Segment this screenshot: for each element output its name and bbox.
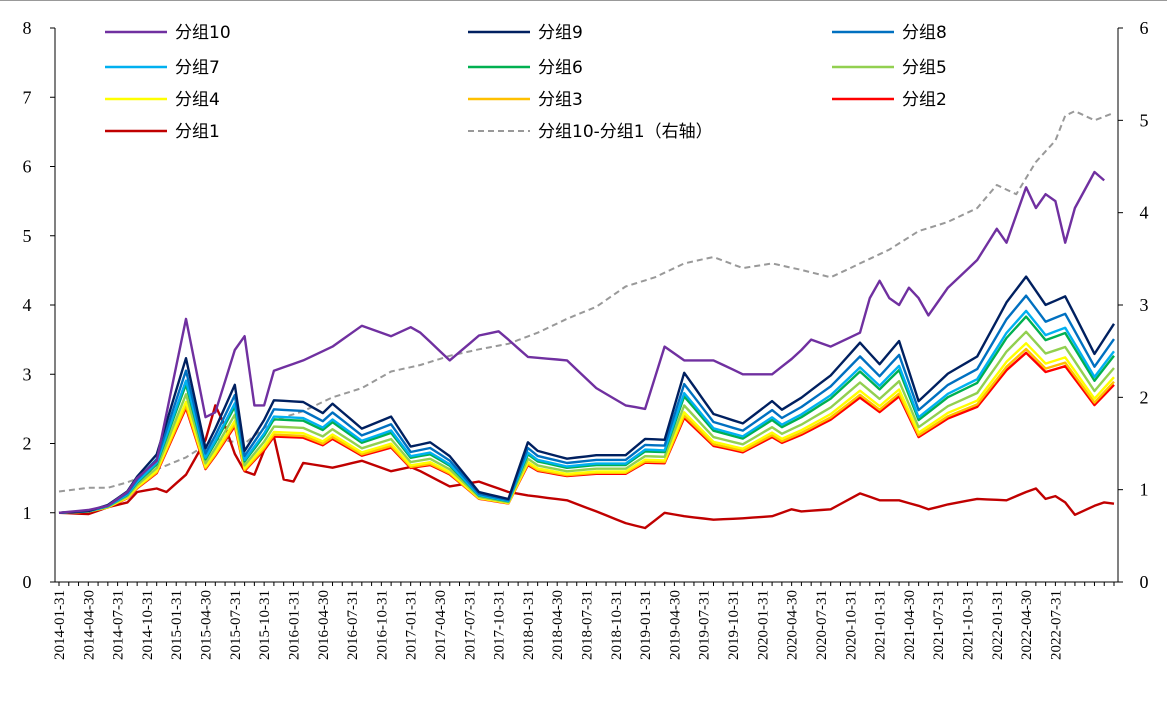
right-tick-label-1: 1 [1140, 480, 1149, 500]
x-tick-label-2018-04-30: 2018-04-30 [550, 590, 566, 660]
legend-label-分组10: 分组10 [175, 23, 231, 43]
x-tick-label-2020-01-31: 2020-01-31 [755, 590, 771, 660]
legend: 分组10 分组9 分组8 分组7 分组6 分组5 分组4 分组3 分组2 分组1 分组10-分组1（… [105, 23, 947, 142]
left-axis-ticks: 0 1 2 3 4 5 6 7 8 [23, 18, 55, 592]
x-tick-label-2017-10-31: 2017-10-31 [492, 590, 508, 660]
left-tick-label-4: 4 [23, 295, 32, 315]
right-tick-label-3: 3 [1140, 295, 1149, 315]
right-tick-label-4: 4 [1140, 203, 1149, 223]
left-tick-label-5: 5 [23, 226, 32, 246]
legend-label-分组10-分组1-右轴: 分组10-分组1（右轴） [538, 122, 713, 142]
right-tick-label-6: 6 [1140, 18, 1149, 38]
series-line-分组1 [58, 404, 1115, 530]
series-line-分组7 [58, 309, 1115, 514]
x-tick-label-2019-10-31: 2019-10-31 [726, 590, 742, 660]
x-tick-label-2022-07-31: 2022-07-31 [1048, 590, 1064, 660]
x-axis-ticks: 2014-01-31 2014-04-30 2014-07-31 2014-10-31… [52, 582, 1115, 660]
x-tick-label-2022-04-30: 2022-04-30 [1019, 590, 1035, 660]
x-tick-label-2014-01-31: 2014-01-31 [52, 590, 68, 660]
x-tick-label-2014-10-31: 2014-10-31 [140, 590, 156, 660]
legend-label-分组6: 分组6 [538, 58, 583, 78]
x-tick-label-2015-07-31: 2015-07-31 [228, 590, 244, 660]
right-axis-ticks: 0 1 2 3 4 5 6 [1118, 18, 1149, 592]
x-tick-label-2015-01-31: 2015-01-31 [169, 590, 185, 660]
x-tick-label-2021-07-31: 2021-07-31 [931, 590, 947, 660]
x-tick-label-2019-07-31: 2019-07-31 [697, 590, 713, 660]
x-tick-label-2016-01-31: 2016-01-31 [286, 590, 302, 660]
series-line-分组5 [58, 330, 1115, 514]
legend-label-分组4: 分组4 [175, 90, 220, 110]
legend-label-分组5: 分组5 [902, 58, 947, 78]
left-tick-label-2: 2 [23, 434, 32, 454]
left-tick-label-8: 8 [23, 18, 32, 38]
x-tick-label-2016-04-30: 2016-04-30 [316, 590, 332, 660]
series-line-分组8 [58, 294, 1115, 514]
x-tick-label-2018-01-31: 2018-01-31 [521, 590, 537, 660]
x-tick-label-2021-04-30: 2021-04-30 [902, 590, 918, 660]
right-tick-label-0: 0 [1140, 572, 1149, 592]
left-tick-label-6: 6 [23, 157, 32, 177]
x-tick-label-2020-04-30: 2020-04-30 [785, 590, 801, 660]
x-tick-label-2016-10-31: 2016-10-31 [374, 590, 390, 660]
left-tick-label-0: 0 [23, 572, 32, 592]
x-tick-label-2021-10-31: 2021-10-31 [960, 590, 976, 660]
x-tick-label-2017-04-30: 2017-04-30 [433, 590, 449, 660]
left-tick-label-3: 3 [23, 364, 32, 384]
x-tick-label-2020-07-31: 2020-07-31 [814, 590, 830, 660]
x-tick-label-2018-10-31: 2018-10-31 [609, 590, 625, 660]
x-tick-label-2014-04-30: 2014-04-30 [81, 590, 97, 660]
left-tick-label-1: 1 [23, 503, 32, 523]
right-tick-label-5: 5 [1140, 110, 1149, 130]
left-tick-label-7: 7 [23, 87, 32, 107]
x-tick-label-2018-07-31: 2018-07-31 [580, 590, 596, 660]
x-tick-label-2019-01-31: 2019-01-31 [638, 590, 654, 660]
x-tick-label-2021-01-31: 2021-01-31 [873, 590, 889, 660]
x-tick-label-2014-07-31: 2014-07-31 [111, 590, 127, 660]
legend-label-分组9: 分组9 [538, 23, 583, 43]
x-tick-label-2017-01-31: 2017-01-31 [404, 590, 420, 660]
legend-label-分组7: 分组7 [175, 58, 220, 78]
right-tick-label-2: 2 [1140, 387, 1149, 407]
series-line-分组9 [58, 275, 1116, 514]
x-tick-label-2022-01-31: 2022-01-31 [990, 590, 1006, 660]
legend-label-分组1: 分组1 [175, 122, 220, 142]
x-tick-label-2017-07-31: 2017-07-31 [462, 590, 478, 660]
x-tick-label-2019-04-30: 2019-04-30 [667, 590, 683, 660]
legend-label-分组8: 分组8 [902, 23, 947, 43]
series-line-分组10 [58, 170, 1105, 514]
legend-label-分组3: 分组3 [538, 90, 583, 110]
legend-label-分组2: 分组2 [902, 90, 947, 110]
series-lines [58, 110, 1116, 530]
x-tick-label-2016-07-31: 2016-07-31 [345, 590, 361, 660]
x-tick-label-2015-04-30: 2015-04-30 [199, 590, 215, 660]
x-tick-label-2015-10-31: 2015-10-31 [257, 590, 273, 660]
x-tick-label-2020-10-31: 2020-10-31 [843, 590, 859, 660]
